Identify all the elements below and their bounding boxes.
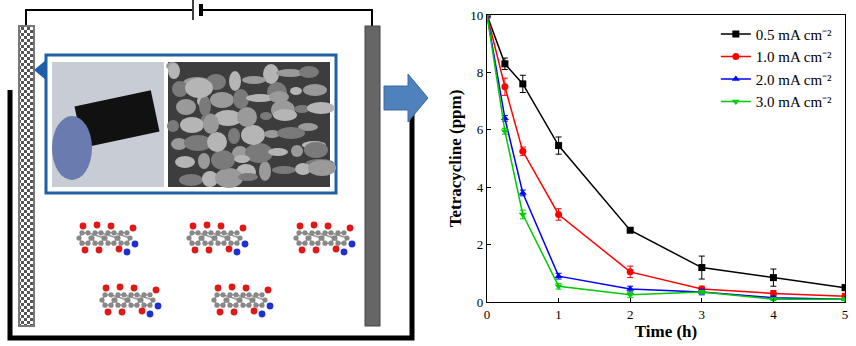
svg-text:5: 5 bbox=[842, 307, 849, 322]
svg-text:2: 2 bbox=[477, 237, 484, 252]
svg-text:0.5 mA cm⁻²: 0.5 mA cm⁻² bbox=[756, 27, 832, 43]
svg-text:Tetracycline (ppm): Tetracycline (ppm) bbox=[446, 90, 465, 228]
svg-text:0: 0 bbox=[484, 307, 491, 322]
svg-text:4: 4 bbox=[770, 307, 777, 322]
svg-text:3: 3 bbox=[699, 307, 706, 322]
svg-text:3.0 mA cm⁻²: 3.0 mA cm⁻² bbox=[756, 94, 832, 110]
svg-text:4: 4 bbox=[477, 180, 484, 195]
svg-text:0: 0 bbox=[477, 295, 484, 310]
svg-text:1: 1 bbox=[555, 307, 562, 322]
svg-text:2: 2 bbox=[627, 307, 634, 322]
svg-text:2.0 mA cm⁻²: 2.0 mA cm⁻² bbox=[756, 72, 832, 88]
svg-text:1.0 mA cm⁻²: 1.0 mA cm⁻² bbox=[756, 49, 832, 65]
svg-text:10: 10 bbox=[470, 8, 483, 23]
svg-text:6: 6 bbox=[477, 122, 484, 137]
svg-text:Time (h): Time (h) bbox=[635, 322, 698, 341]
svg-text:8: 8 bbox=[477, 65, 484, 80]
